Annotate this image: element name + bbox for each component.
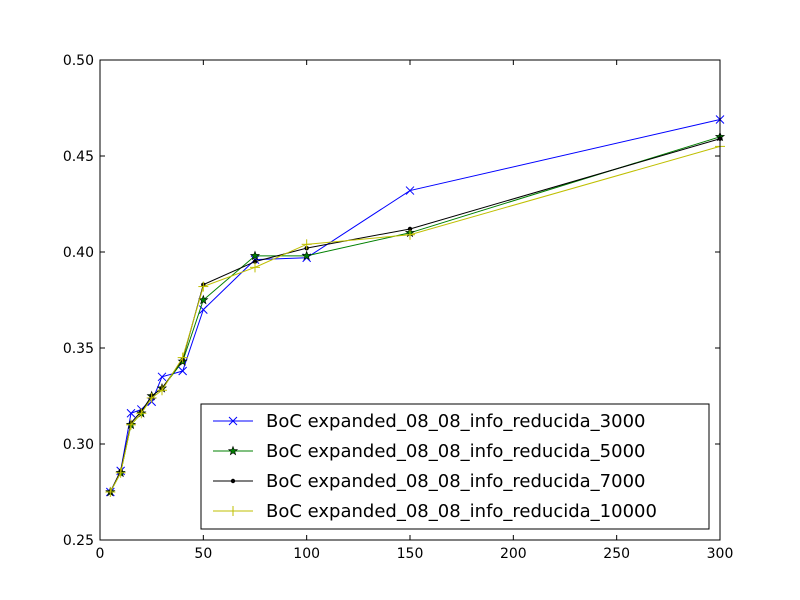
y-tick-label: 0.25 — [63, 533, 94, 549]
y-tick-label: 0.45 — [63, 149, 94, 165]
x-tick-label: 200 — [500, 546, 527, 562]
dot-marker — [231, 479, 235, 483]
legend-item: BoC expanded_08_08_info_reducida_7000 — [213, 471, 646, 492]
y-tick-label: 0.50 — [63, 53, 94, 69]
x-tick-label: 100 — [293, 546, 320, 562]
x-tick-label: 150 — [397, 546, 424, 562]
x-tick-label: 300 — [707, 546, 734, 562]
legend-label: BoC expanded_08_08_info_reducida_5000 — [266, 441, 646, 462]
x-tick-label: 250 — [603, 546, 630, 562]
legend-item: BoC expanded_08_08_info_reducida_10000 — [213, 501, 657, 522]
legend-label: BoC expanded_08_08_info_reducida_7000 — [266, 471, 646, 492]
x-tick-label: 0 — [96, 546, 105, 562]
legend-item: BoC expanded_08_08_info_reducida_3000 — [213, 411, 646, 432]
legend-label: BoC expanded_08_08_info_reducida_3000 — [266, 411, 646, 432]
y-tick-label: 0.35 — [63, 341, 94, 357]
y-tick-label: 0.40 — [63, 245, 94, 261]
legend-item: BoC expanded_08_08_info_reducida_5000 — [213, 441, 646, 462]
x-tick-label: 50 — [194, 546, 212, 562]
y-tick-label: 0.30 — [63, 437, 94, 453]
legend-label: BoC expanded_08_08_info_reducida_10000 — [266, 501, 657, 522]
legend: BoC expanded_08_08_info_reducida_3000 BoC… — [201, 404, 709, 529]
